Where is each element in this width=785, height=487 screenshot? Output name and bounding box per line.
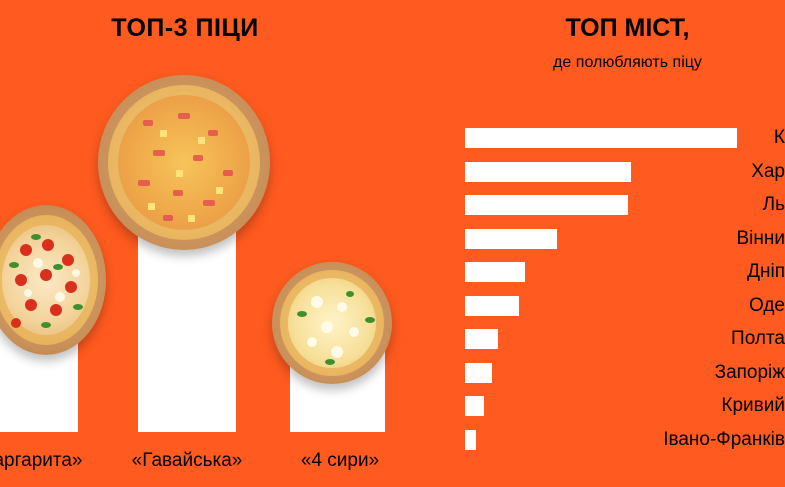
city-label-5: Оде: [748, 294, 785, 316]
pizza-label-margarita: аргарита»: [0, 450, 83, 471]
city-label-3: Вінни: [736, 227, 785, 249]
city-bar-2: [465, 195, 629, 215]
hawaiian-pizza-image: [98, 75, 270, 250]
bar-hawaiian: [138, 232, 236, 432]
city-label-8: Кривий: [721, 395, 785, 416]
city-bar-9: [465, 429, 476, 450]
city-label-7: Запоріж: [714, 361, 785, 383]
city-label-9: Івано-Франків: [663, 428, 785, 450]
city-bar-5: [465, 295, 520, 316]
four-cheese-pizza-image: [272, 262, 392, 384]
city-label-6: Полта: [731, 328, 785, 349]
city-bar-6: [465, 329, 498, 349]
city-bar-4: [465, 262, 525, 282]
right-chart-subtitle: де полюбляють піцу: [553, 54, 702, 71]
margarita-pizza-image: [0, 205, 106, 355]
city-bar-8: [465, 396, 485, 416]
city-label-1: Хар: [751, 160, 785, 182]
city-label-2: Ль: [762, 194, 785, 215]
city-bar-1: [465, 161, 631, 182]
city-bar-3: [465, 228, 558, 249]
city-bar-7: [465, 362, 493, 383]
pizza-label-four-cheese: «4 сири»: [300, 450, 380, 471]
city-label-0: К: [773, 127, 785, 148]
city-label-4: Дніп: [747, 261, 785, 282]
pizza-label-hawaiian: «Гавайська»: [131, 450, 243, 471]
left-chart-title: ТОП-3 ПІЦИ: [111, 14, 259, 42]
city-bar-0: [465, 128, 737, 148]
right-chart-title: ТОП МІСТ,: [565, 14, 690, 42]
